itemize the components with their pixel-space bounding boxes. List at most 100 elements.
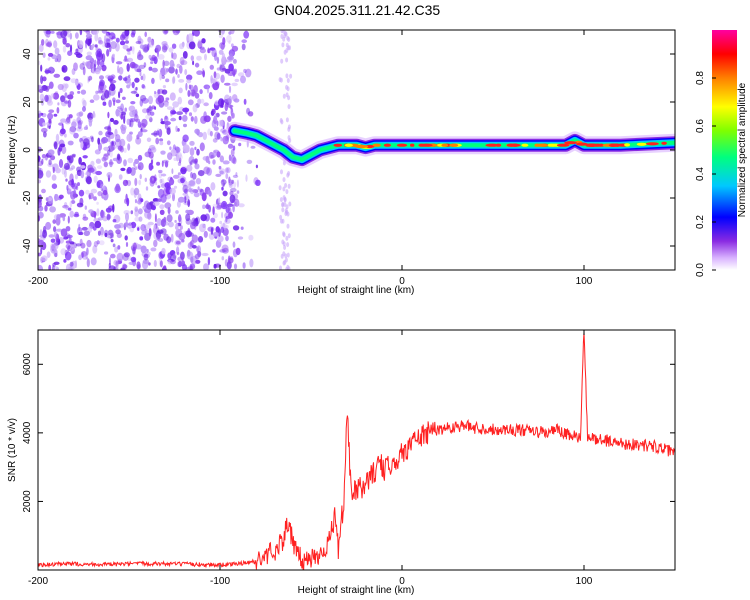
noise-blob (65, 240, 71, 244)
noise-blob (128, 261, 134, 265)
noise-blob (53, 231, 58, 239)
noise-blob (131, 81, 135, 89)
noise-blob (112, 53, 115, 58)
noise-blob (65, 243, 71, 249)
noise-blob (96, 58, 101, 66)
noise-blob (187, 199, 191, 208)
noise-blob (229, 95, 232, 103)
noise-blob (74, 211, 79, 216)
noise-blob (194, 146, 197, 151)
y-tick-label: -20 (22, 190, 33, 205)
noise-blob (95, 158, 101, 164)
noise-blob (210, 217, 216, 223)
noise-blob (284, 183, 288, 188)
noise-blob (93, 241, 98, 248)
noise-blob (140, 224, 146, 232)
noise-blob (69, 44, 73, 53)
noise-blob (141, 97, 149, 104)
colorbar: 0.0 0.2 0.4 0.6 0.8 Normalized spectral ampl… (695, 30, 748, 277)
noise-blob (47, 40, 52, 48)
noise-blob (181, 165, 187, 169)
noise-blob (286, 78, 290, 83)
noise-blob (79, 62, 85, 70)
noise-blob (167, 106, 173, 110)
noise-blob (236, 179, 239, 188)
noise-blob (115, 37, 120, 43)
noise-blob (94, 149, 101, 155)
spectrogram-y-label: Frequency (Hz) (7, 116, 18, 185)
noise-blob (281, 42, 285, 48)
noise-blob (113, 259, 119, 266)
noise-blob (65, 226, 71, 232)
noise-blob (190, 55, 194, 61)
noise-blob (177, 172, 181, 176)
noise-blob (230, 187, 237, 193)
noise-blob (228, 63, 234, 72)
noise-blob (61, 65, 68, 73)
noise-blob (40, 75, 44, 85)
noise-blob (123, 210, 130, 215)
noise-blob (158, 128, 163, 138)
noise-blob (87, 226, 93, 233)
noise-blob (123, 147, 127, 153)
noise-blob (115, 42, 120, 52)
x-tick-label: 0 (399, 576, 405, 587)
noise-blob (194, 253, 200, 260)
noise-blob (158, 169, 163, 174)
noise-blob (50, 244, 56, 254)
noise-blob (162, 59, 165, 68)
noise-blob (288, 138, 292, 143)
noise-blob (149, 117, 153, 123)
noise-blob (283, 33, 287, 39)
noise-blob (211, 48, 217, 58)
noise-blob (245, 174, 248, 182)
noise-blob (123, 159, 127, 167)
x-tick-label: 100 (576, 276, 593, 287)
noise-blob (119, 87, 123, 94)
noise-blob (120, 124, 127, 131)
noise-blob (69, 32, 73, 40)
noise-blob (280, 34, 284, 39)
noise-blob (216, 132, 221, 140)
noise-blob (228, 85, 232, 94)
noise-blob (176, 152, 182, 158)
noise-blob (151, 38, 155, 46)
noise-blob (286, 45, 290, 51)
noise-blob (90, 188, 98, 194)
noise-blob (116, 232, 122, 239)
noise-blob (180, 167, 188, 173)
noise-blob (287, 183, 291, 189)
noise-blob (178, 157, 182, 164)
noise-blob (219, 64, 226, 73)
noise-blob (39, 229, 43, 238)
noise-blob (197, 39, 201, 43)
noise-blob (225, 235, 229, 242)
noise-blob (157, 50, 159, 58)
noise-blob (159, 209, 165, 215)
noise-blob (97, 191, 103, 197)
noise-blob (166, 127, 171, 135)
noise-blob (92, 110, 95, 118)
noise-blob (128, 105, 136, 112)
noise-blob (115, 183, 121, 192)
noise-blob (171, 43, 177, 49)
noise-blob (219, 42, 226, 49)
noise-blob (147, 39, 155, 48)
colorbar-gradient (712, 30, 737, 270)
noise-blob (285, 92, 289, 98)
noise-blob (124, 222, 129, 228)
noise-blob (243, 68, 247, 74)
colorbar-tick-label: 0.4 (695, 167, 706, 181)
noise-blob (197, 98, 202, 105)
noise-blob (213, 115, 218, 125)
ridge-hotspot (612, 143, 621, 147)
noise-blob (85, 189, 90, 195)
noise-blob (185, 209, 190, 214)
noise-blob (231, 112, 235, 119)
noise-blob (110, 144, 116, 151)
y-tick-label: 40 (22, 48, 33, 60)
noise-blob (89, 99, 95, 103)
noise-blob (100, 183, 105, 189)
noise-blob (78, 40, 84, 49)
noise-blob (284, 208, 288, 214)
